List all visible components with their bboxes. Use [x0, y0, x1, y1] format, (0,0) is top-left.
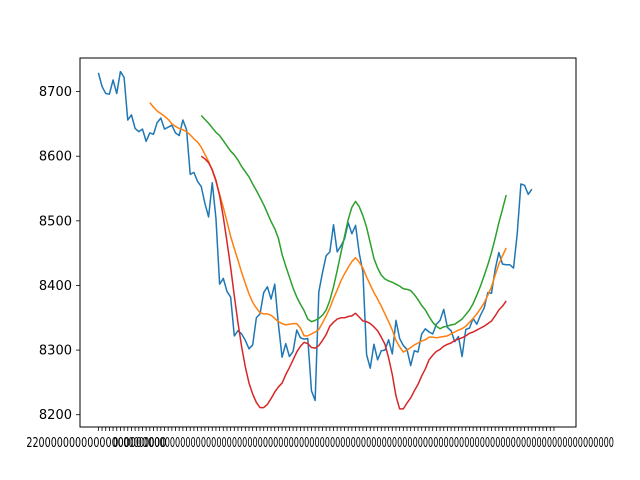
- y-tick-label: 8400: [39, 279, 72, 294]
- series-line-2: [149, 102, 507, 353]
- series-line-1: [97, 70, 533, 402]
- series-line-3: [200, 114, 507, 330]
- y-tick-label: 8300: [39, 344, 72, 359]
- x-axis: 2200000000000000000000000000000000000000…: [26, 427, 614, 451]
- y-tick-label: 8500: [39, 214, 72, 229]
- x-tick-labels-left: 22000000000000000000000: [26, 436, 166, 451]
- y-tick-label: 8200: [39, 408, 72, 423]
- plot-lines: [97, 70, 533, 410]
- series-line-4: [200, 155, 507, 410]
- x-tick-labels-band: 0000000000000000000000000000000000000000…: [113, 436, 614, 451]
- y-axis: 8200 8300 8400 8500 8600 8700: [39, 85, 80, 423]
- y-tick-label: 8700: [39, 85, 72, 100]
- y-tick-label: 8600: [39, 150, 72, 165]
- plot-frame: [79, 57, 577, 428]
